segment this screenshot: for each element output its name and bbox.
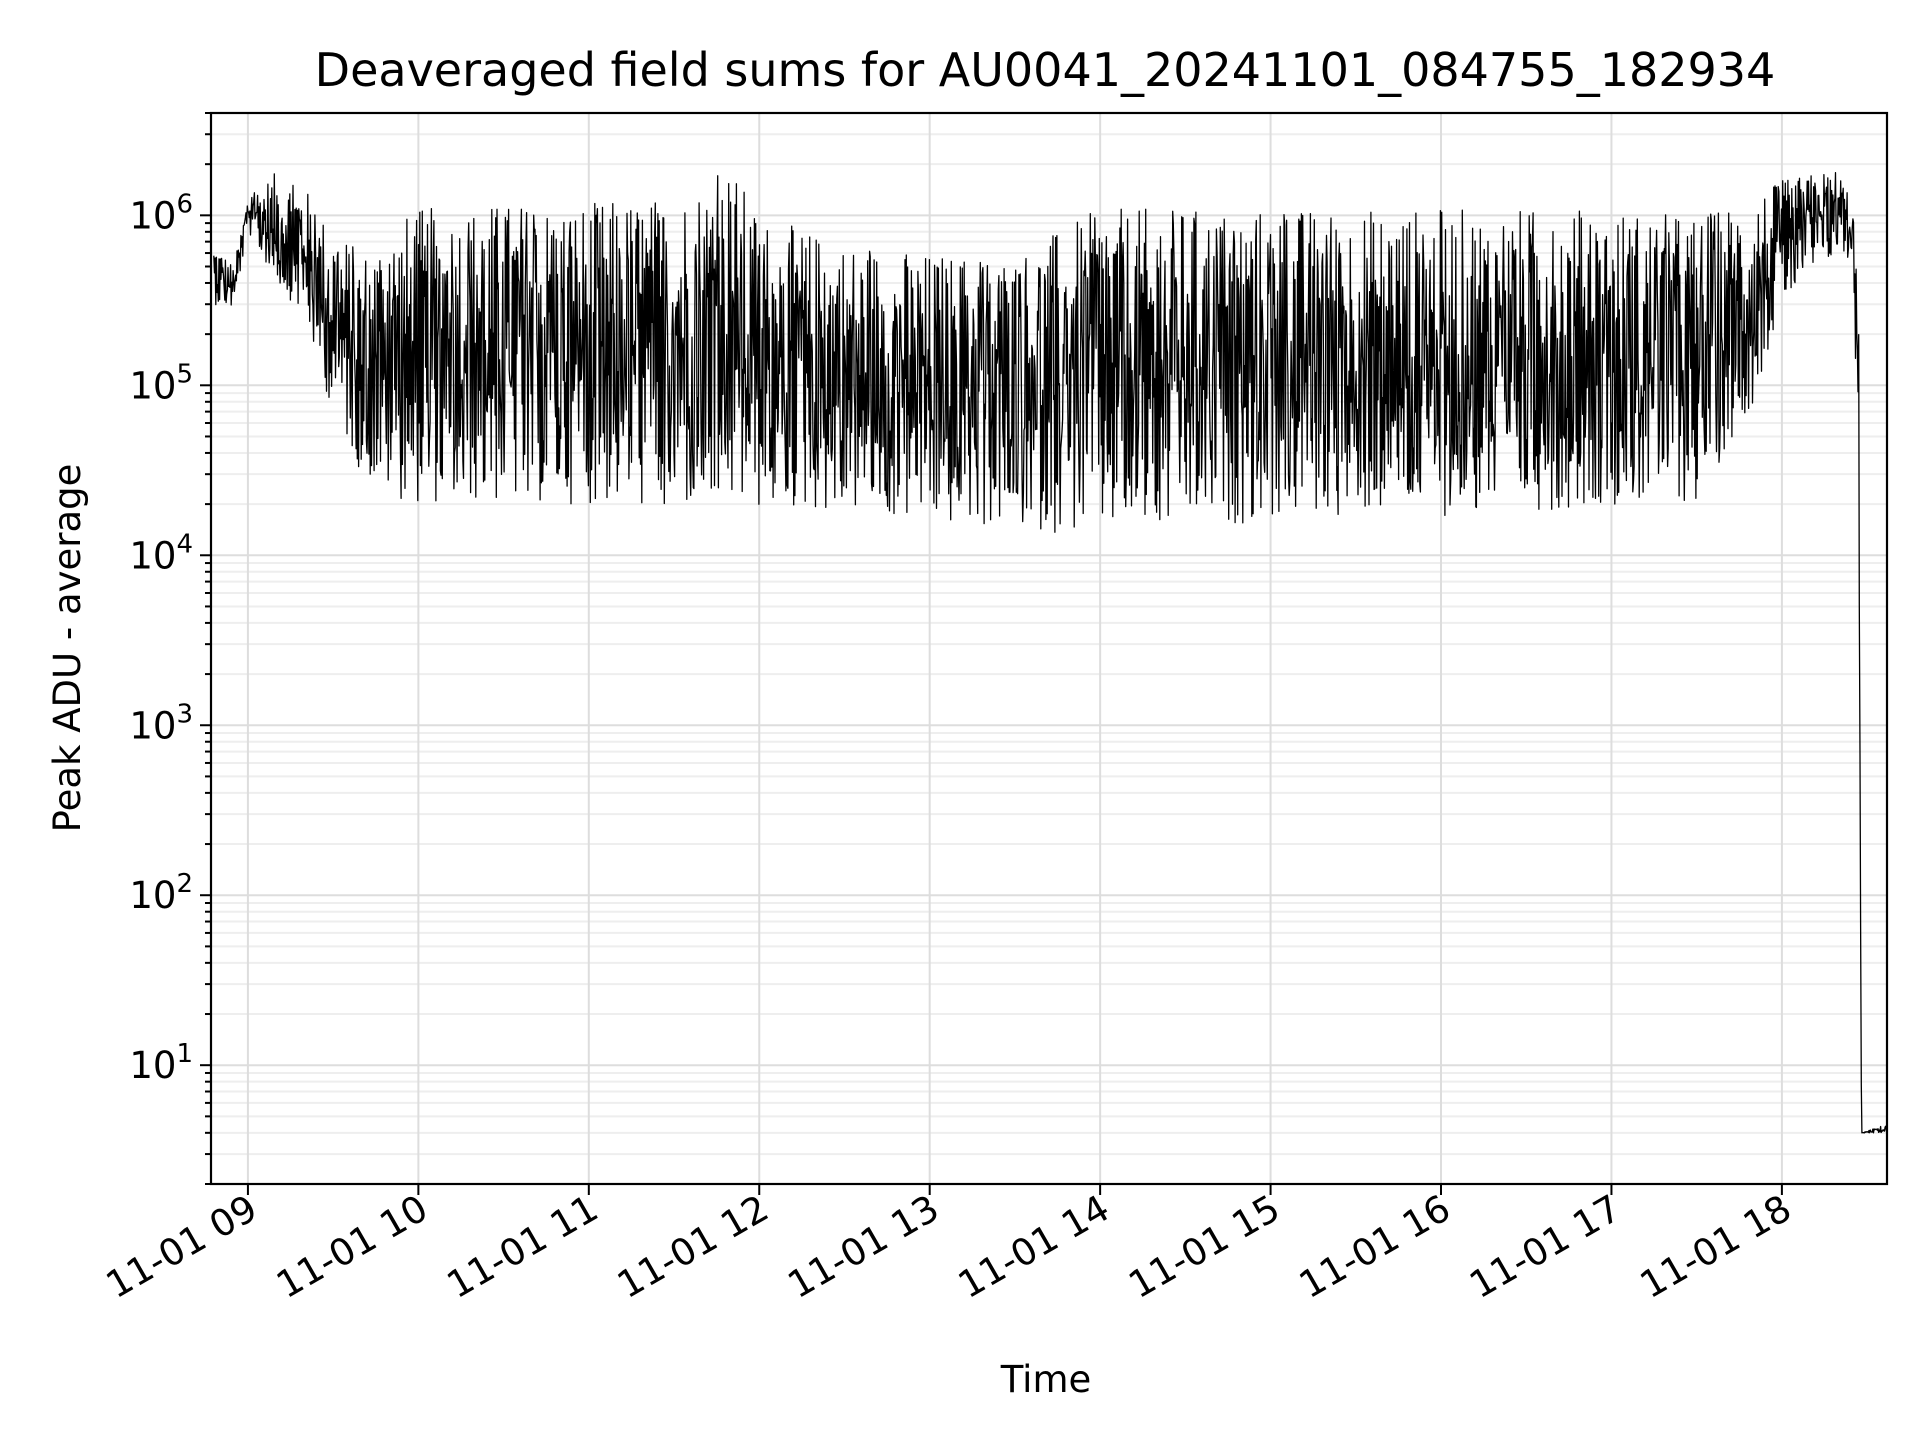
y-tick-exponent: 1 bbox=[176, 1039, 193, 1069]
y-tick-base: 10 bbox=[129, 704, 176, 747]
y-tick-label: 105 bbox=[129, 359, 193, 407]
y-axis-label: Peak ADU - average bbox=[46, 464, 89, 833]
series-group bbox=[213, 172, 1888, 1134]
y-tick-base: 10 bbox=[129, 364, 176, 407]
y-tick-exponent: 3 bbox=[176, 699, 193, 729]
y-tick-base: 10 bbox=[129, 1044, 176, 1087]
y-tick-base: 10 bbox=[129, 534, 176, 577]
y-tick-base: 10 bbox=[129, 194, 176, 237]
y-tick-label: 103 bbox=[129, 699, 193, 747]
y-tick-exponent: 5 bbox=[176, 359, 193, 389]
y-tick-base: 10 bbox=[129, 874, 176, 917]
y-tick-label: 102 bbox=[129, 869, 193, 917]
chart-title: Deaveraged field sums for AU0041_2024110… bbox=[315, 43, 1776, 97]
y-tick-label: 106 bbox=[129, 189, 193, 237]
y-tick-exponent: 6 bbox=[176, 189, 193, 219]
y-tick-exponent: 4 bbox=[176, 529, 193, 559]
y-tick-exponent: 2 bbox=[176, 869, 193, 899]
y-tick-label: 101 bbox=[129, 1039, 193, 1087]
y-tick-label: 104 bbox=[129, 529, 193, 577]
series-line bbox=[213, 172, 1888, 1134]
plot-frame bbox=[209, 111, 1889, 1186]
x-axis-label: Time bbox=[1000, 1358, 1092, 1401]
